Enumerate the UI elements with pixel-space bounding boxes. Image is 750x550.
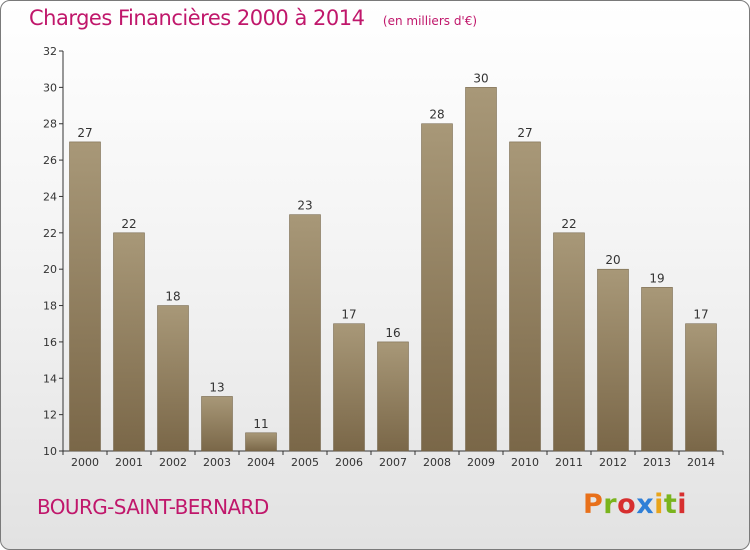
bar-2005 <box>289 214 321 452</box>
y-tick-label: 22 <box>43 227 57 240</box>
x-tick-label: 2006 <box>335 456 363 469</box>
bar-2002 <box>157 305 189 452</box>
y-tick-label: 30 <box>43 81 57 94</box>
data-label: 11 <box>253 417 268 431</box>
chart-subtitle: (en milliers d'€) <box>382 14 478 28</box>
logo-letter: x <box>636 489 655 520</box>
commune-name: BOURG-SAINT-BERNARD <box>37 495 269 519</box>
x-tick-label: 2014 <box>687 456 715 469</box>
data-label: 22 <box>121 217 136 231</box>
proxiti-logo[interactable]: Proxiti <box>583 489 687 520</box>
x-tick-label: 2013 <box>643 456 671 469</box>
bar-2012 <box>597 268 629 452</box>
bar-2003 <box>201 396 233 452</box>
bar-2011 <box>553 232 585 452</box>
y-tick-label: 14 <box>43 372 57 385</box>
y-tick-label: 24 <box>43 190 57 203</box>
x-tick-label: 2000 <box>71 456 99 469</box>
data-label: 23 <box>297 199 312 213</box>
data-label: 18 <box>165 290 180 304</box>
data-label: 27 <box>77 126 92 140</box>
data-label: 19 <box>649 271 664 285</box>
data-label: 13 <box>209 380 224 394</box>
bar-2004 <box>245 432 277 452</box>
y-tick-label: 28 <box>43 118 57 131</box>
data-label: 27 <box>517 126 532 140</box>
y-tick-label: 18 <box>43 300 57 313</box>
data-label: 20 <box>605 253 620 267</box>
title-row: Charges Financières 2000 à 2014 (en mill… <box>29 6 477 30</box>
bar-2009 <box>465 87 497 452</box>
bar-2006 <box>333 323 365 452</box>
bar-2010 <box>509 141 541 452</box>
data-label: 22 <box>561 217 576 231</box>
data-label: 16 <box>385 326 400 340</box>
y-tick-label: 26 <box>43 154 57 167</box>
y-tick-label: 10 <box>43 445 57 458</box>
x-tick-label: 2004 <box>247 456 275 469</box>
logo-letter: i <box>677 489 688 520</box>
y-tick-label: 20 <box>43 263 57 276</box>
bar-2014 <box>685 323 717 452</box>
x-tick-label: 2012 <box>599 456 627 469</box>
bar-2008 <box>421 123 453 452</box>
bar-2000 <box>69 141 101 452</box>
logo-letter: P <box>583 489 604 520</box>
x-tick-label: 2008 <box>423 456 451 469</box>
bar-2007 <box>377 341 409 452</box>
logo-letter: i <box>654 489 664 520</box>
x-tick-label: 2009 <box>467 456 495 469</box>
x-tick-label: 2011 <box>555 456 583 469</box>
data-label: 17 <box>693 308 708 322</box>
bar-2013 <box>641 287 673 452</box>
bar-2001 <box>113 232 145 452</box>
logo-letter: t <box>663 489 678 520</box>
x-tick-label: 2005 <box>291 456 319 469</box>
x-tick-label: 2001 <box>115 456 143 469</box>
data-label: 30 <box>473 71 488 85</box>
data-label: 17 <box>341 308 356 322</box>
data-label: 28 <box>429 108 444 122</box>
chart-title: Charges Financières 2000 à 2014 <box>29 6 365 30</box>
x-tick-label: 2007 <box>379 456 407 469</box>
y-tick-label: 16 <box>43 336 57 349</box>
logo-letter: o <box>617 489 637 520</box>
y-tick-label: 12 <box>43 409 57 422</box>
x-tick-label: 2010 <box>511 456 539 469</box>
logo-letter: r <box>603 489 618 520</box>
y-tick-label: 32 <box>43 45 57 58</box>
x-tick-label: 2003 <box>203 456 231 469</box>
x-tick-label: 2002 <box>159 456 187 469</box>
